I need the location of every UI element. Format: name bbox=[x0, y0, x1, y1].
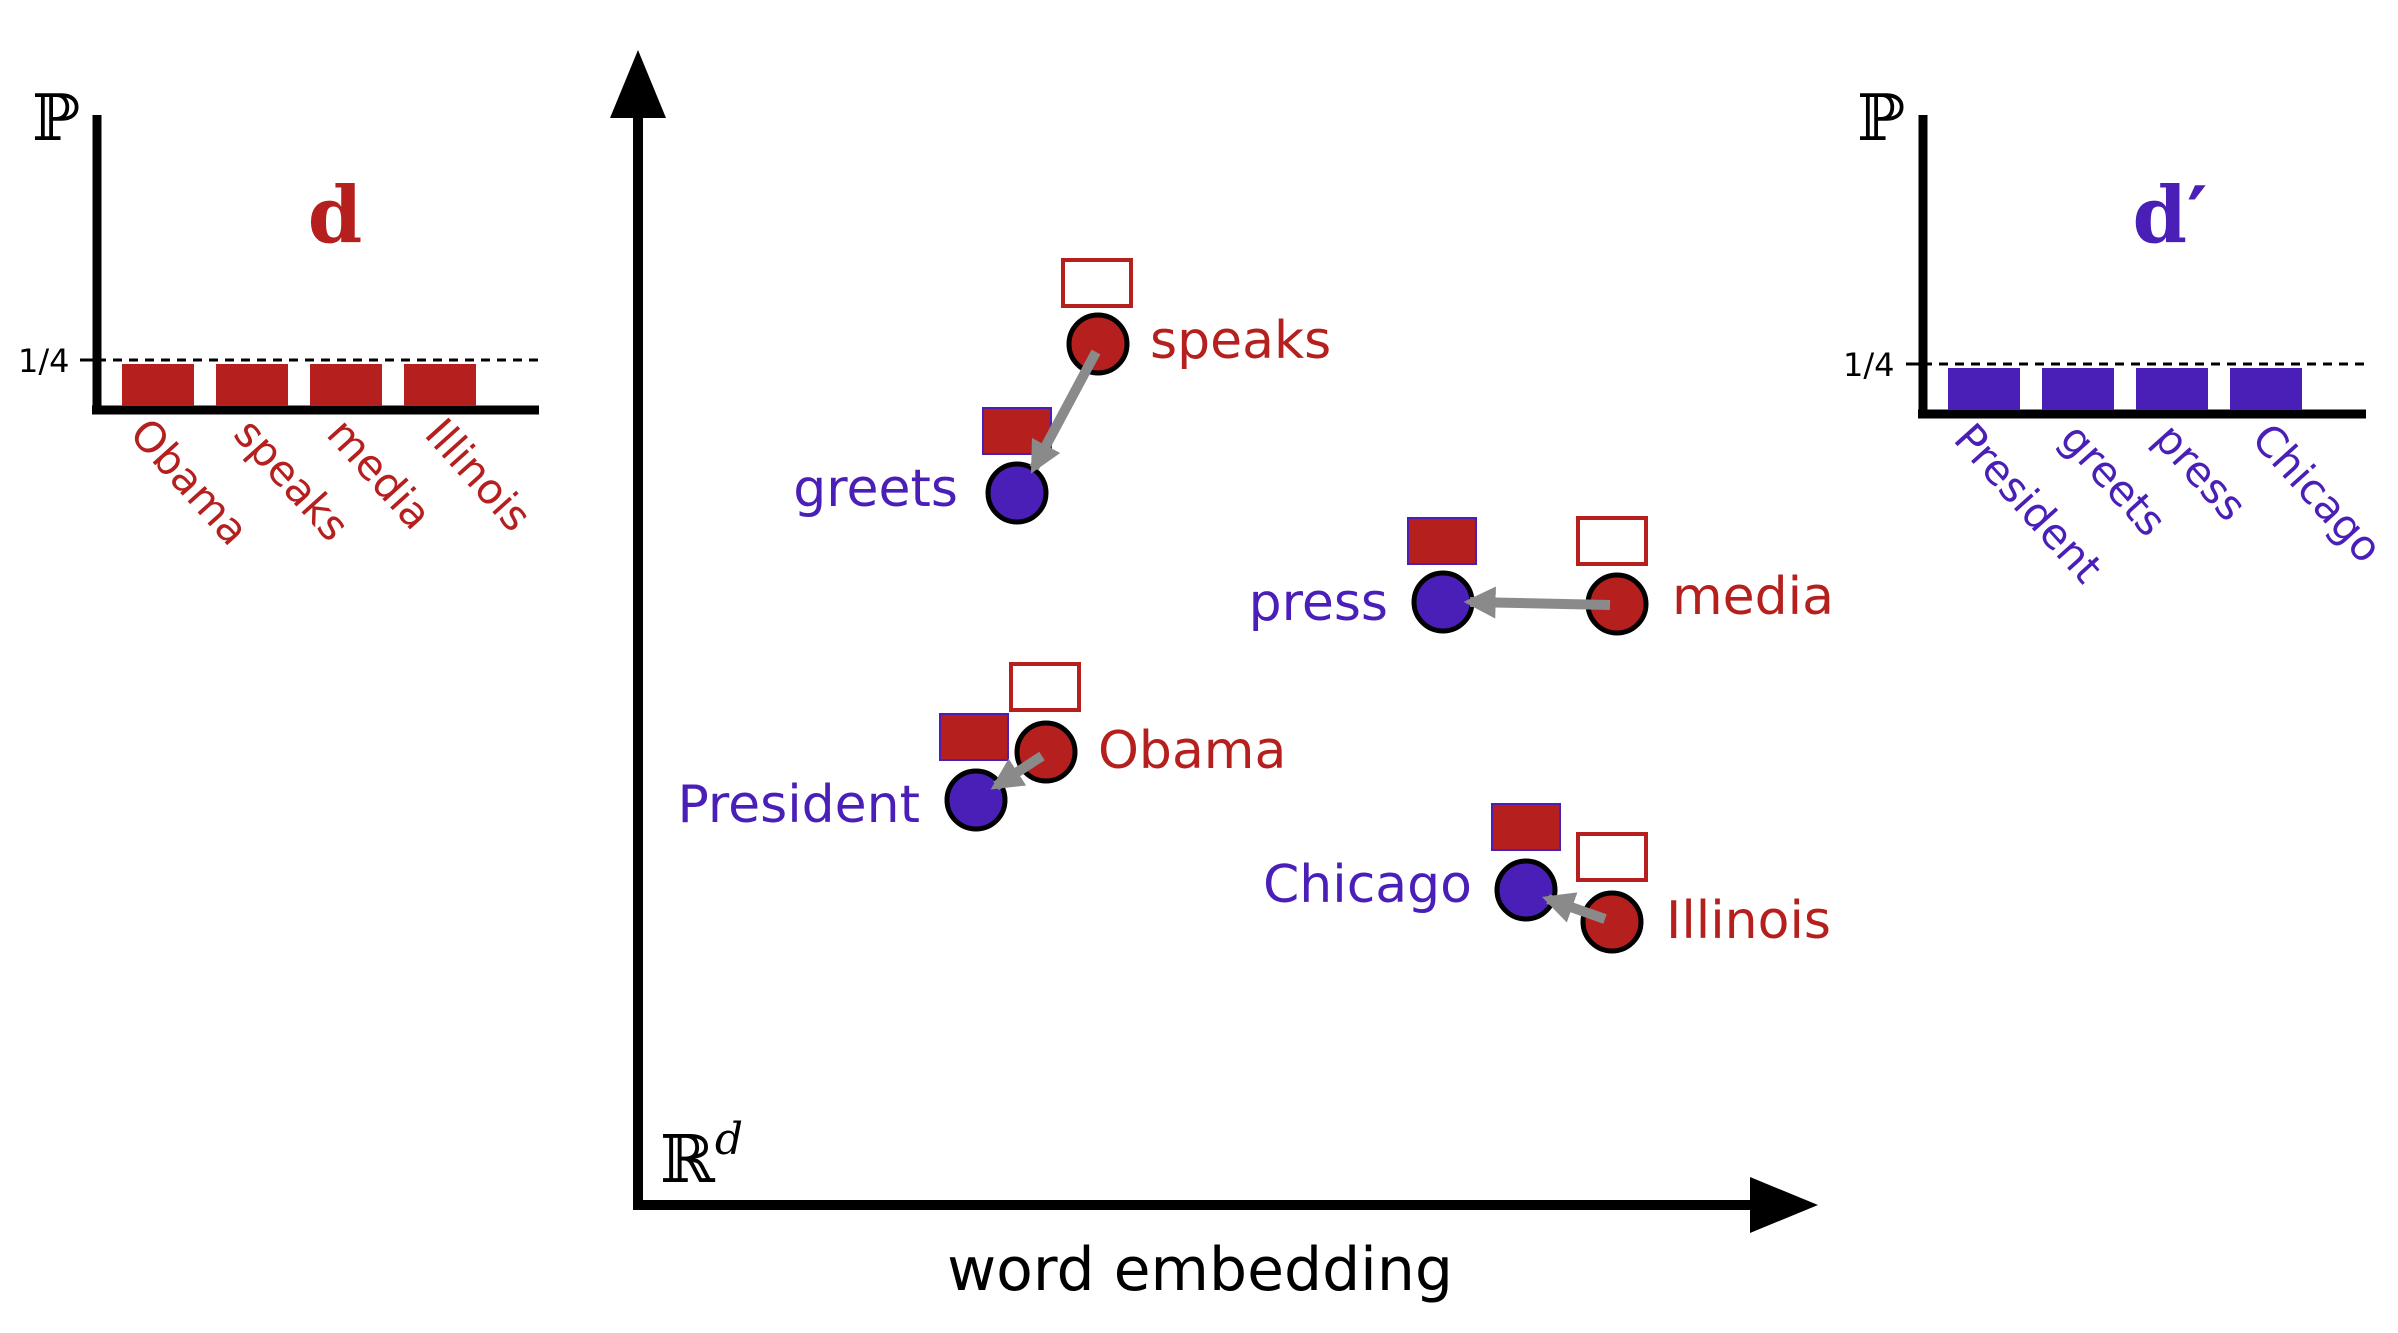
moved-mass-president bbox=[939, 713, 1009, 761]
word-illinois: Illinois bbox=[1666, 891, 1831, 951]
pair-media-press: media press bbox=[1249, 516, 1834, 636]
left-p-symbol: ℙ bbox=[32, 82, 80, 156]
right-title: d′ bbox=[2132, 170, 2207, 261]
transport-arrow-illinois-chicago bbox=[1541, 892, 1607, 924]
point-illinois bbox=[1580, 890, 1644, 954]
embedding-x-arrowhead bbox=[1750, 1177, 1818, 1233]
word-media: media bbox=[1672, 567, 1834, 627]
word-obama: Obama bbox=[1098, 721, 1286, 781]
transport-arrow-media-press bbox=[1463, 586, 1611, 619]
word-speaks: speaks bbox=[1150, 311, 1331, 371]
left-bar-obama bbox=[122, 364, 194, 406]
point-press bbox=[1411, 570, 1475, 634]
left-bar-illinois bbox=[404, 364, 476, 406]
word-president: President bbox=[677, 775, 920, 835]
word-greets: greets bbox=[793, 459, 958, 519]
transport-arrow-obama-president bbox=[990, 751, 1045, 791]
x-axis-label: word embedding bbox=[947, 1235, 1453, 1305]
empty-mass-speaks bbox=[1061, 258, 1133, 308]
word-press: press bbox=[1249, 573, 1388, 633]
right-bar-press bbox=[2136, 368, 2208, 410]
left-bar-media bbox=[310, 364, 382, 406]
point-speaks bbox=[1066, 312, 1130, 376]
left-histogram: ℙ 1/4 d Obama speaks media Illinois bbox=[18, 82, 541, 555]
empty-mass-obama bbox=[1009, 662, 1081, 712]
right-bar-greets bbox=[2042, 368, 2114, 410]
point-president bbox=[944, 768, 1008, 832]
moved-mass-press bbox=[1407, 517, 1477, 565]
left-bar-speaks bbox=[216, 364, 288, 406]
embedding-plot: ℝd word embedding speaks greets media pr… bbox=[610, 50, 1834, 1305]
space-label: ℝd bbox=[660, 1114, 743, 1198]
pair-illinois-chicago: Illinois Chicago bbox=[1263, 803, 1831, 954]
pair-obama-president: Obama President bbox=[677, 662, 1286, 835]
right-label-chicago: Chicago bbox=[2243, 414, 2392, 572]
point-chicago bbox=[1494, 858, 1558, 922]
left-tick-label: 1/4 bbox=[18, 342, 70, 380]
right-histogram: ℙ 1/4 d′ President greets press Chicago bbox=[1843, 82, 2392, 592]
right-tick-label: 1/4 bbox=[1843, 346, 1895, 384]
embedding-y-arrowhead bbox=[610, 50, 666, 118]
empty-mass-illinois bbox=[1576, 832, 1648, 882]
right-bar-president bbox=[1948, 368, 2020, 410]
right-bar-chicago bbox=[2230, 368, 2302, 410]
pair-speaks-greets: speaks greets bbox=[793, 258, 1331, 525]
left-label-illinois: Illinois bbox=[416, 409, 542, 541]
transport-arrow-speaks-greets bbox=[1029, 349, 1101, 474]
point-greets bbox=[985, 461, 1049, 525]
right-p-symbol: ℙ bbox=[1857, 82, 1905, 156]
left-title: d bbox=[308, 170, 363, 261]
empty-mass-media bbox=[1576, 516, 1648, 566]
word-chicago: Chicago bbox=[1263, 855, 1472, 915]
moved-mass-chicago bbox=[1491, 803, 1561, 851]
